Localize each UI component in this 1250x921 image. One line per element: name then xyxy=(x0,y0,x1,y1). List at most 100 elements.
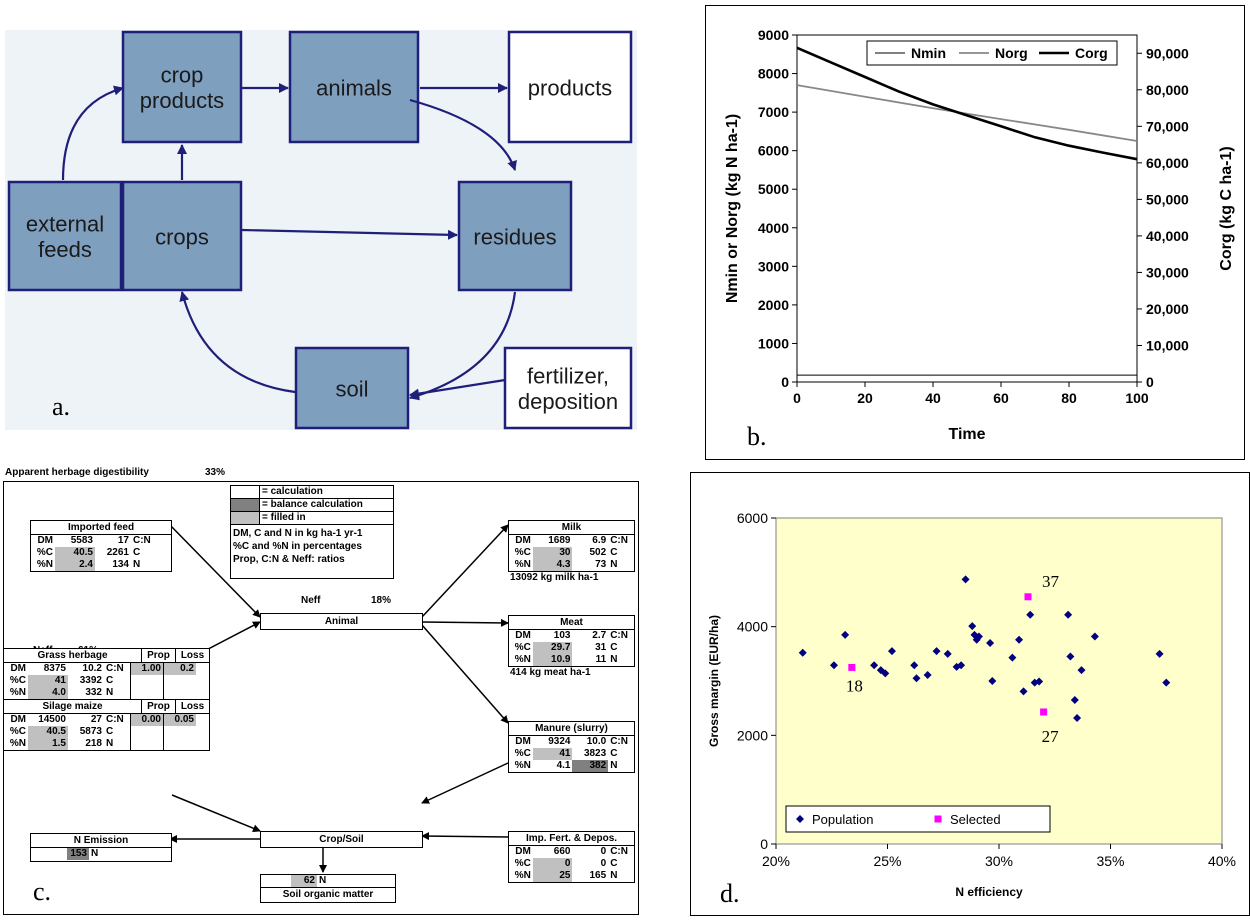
x-tick-label: 100 xyxy=(1125,390,1149,406)
arrow-fertilizer-to-crop-soil xyxy=(421,832,509,841)
row-value: 3823 xyxy=(583,748,607,759)
node-animals: animals xyxy=(288,30,420,144)
row-label: DM xyxy=(515,535,531,546)
selected-point xyxy=(1024,593,1032,601)
legend-label-population: Population xyxy=(812,812,873,827)
row-label: DM xyxy=(37,535,53,546)
row-unit: C xyxy=(106,726,114,737)
node-products: products xyxy=(507,30,633,144)
node-label: animals xyxy=(316,75,392,100)
row-unit: N xyxy=(133,559,141,570)
population-point xyxy=(798,648,807,657)
row-unit: C xyxy=(610,748,618,759)
prop-value: 1.00 xyxy=(130,663,163,675)
right-tick-label: 0 xyxy=(1146,374,1154,390)
row-value: 25 xyxy=(532,870,573,882)
arrow-animals-to-residues xyxy=(409,98,517,171)
row-value: 1689 xyxy=(548,535,571,546)
right-y-axis-label: Corg (kg C ha-1) xyxy=(1218,146,1235,270)
population-point xyxy=(1019,687,1028,696)
left-tick-label: 0 xyxy=(781,374,789,390)
panel-a-flow-diagram: crop products animals products external feeds… xyxy=(5,30,637,430)
legend-swatch-balance xyxy=(231,499,260,511)
milk-box: Milk DM 1689 6.9 C:N %C 30 502 C %N 4.3 73 N xyxy=(508,520,635,572)
row-value: 165 xyxy=(589,870,607,881)
arrow-maize-to-crop-soil xyxy=(171,794,261,833)
legend-swatch-filled xyxy=(231,512,260,524)
row-label: %C xyxy=(9,675,26,686)
population-point xyxy=(870,661,879,670)
n-emission-value: 153 xyxy=(67,848,89,860)
left-tick-label: 3000 xyxy=(758,258,789,274)
population-point xyxy=(887,647,896,656)
x-tick-label: 20% xyxy=(762,853,790,869)
legend-note-percentages: %C and %N in percentages xyxy=(233,541,362,552)
loss-value: 0.2 xyxy=(163,663,196,675)
arrow-soil-to-crops xyxy=(179,291,296,394)
right-tick-label: 90,000 xyxy=(1146,45,1189,61)
selected-point-label: 37 xyxy=(1042,572,1060,591)
population-point xyxy=(988,677,997,685)
row-label: %N xyxy=(36,559,53,570)
right-tick-label: 60,000 xyxy=(1146,155,1189,171)
y-tick-label: 2000 xyxy=(737,727,768,743)
left-tick-label: 4000 xyxy=(758,220,789,236)
row-value: 9324 xyxy=(548,736,571,747)
row-value: 134 xyxy=(112,559,129,570)
row-value: 218 xyxy=(85,738,102,749)
legend-label-corg: Corg xyxy=(1075,45,1108,61)
x-tick-label: 80 xyxy=(1061,390,1077,406)
left-tick-label: 9000 xyxy=(758,27,789,43)
arrow-crops-to-residues xyxy=(241,228,458,240)
row-unit: C:N xyxy=(610,535,628,546)
row-value: 29.7 xyxy=(532,642,573,654)
prop-label: Prop xyxy=(141,700,175,713)
y-tick-label: 4000 xyxy=(737,619,768,635)
right-tick-label: 80,000 xyxy=(1146,82,1189,98)
population-point xyxy=(1035,677,1044,686)
node-label: products xyxy=(528,75,612,100)
row-value: 2261 xyxy=(106,547,129,558)
row-value: 6.9 xyxy=(592,535,607,546)
row-value: 103 xyxy=(553,630,571,641)
row-value: 2.7 xyxy=(592,630,607,641)
population-point xyxy=(1090,632,1099,641)
node-label: products xyxy=(140,88,224,113)
node-label: crops xyxy=(155,224,209,249)
row-label: %N xyxy=(514,760,531,771)
row-unit: C xyxy=(610,642,618,653)
row-value: 27 xyxy=(90,714,102,725)
row-unit: C:N xyxy=(106,714,124,725)
left-tick-label: 1000 xyxy=(758,335,789,351)
legend-box xyxy=(785,805,1051,833)
grass-box: Grass herbage Prop Loss DM 8375 10.2 C:N 1.00 0.… xyxy=(3,648,210,700)
population-point xyxy=(1070,696,1079,705)
panel-d-label: d. xyxy=(720,879,740,908)
row-value: 4.0 xyxy=(28,687,68,699)
flow-arrows xyxy=(61,83,517,401)
scatter-chart-svg: 0 2000 4000 6000 20% 25% 30% 35% 40% N efficiency… xyxy=(690,472,1250,916)
row-unit: N xyxy=(610,870,618,881)
row-value: 660 xyxy=(553,846,571,857)
panel-b-line-chart: 0 1000 2000 3000 4000 5000 6000 7000 8000 9000 0 10… xyxy=(705,5,1245,460)
milk-note: 13092 kg milk ha-1 xyxy=(510,572,599,583)
population-point xyxy=(1064,610,1073,619)
panel-c-nutrient-model: Apparent herbage digestibility 33% = cal… xyxy=(0,465,640,918)
soil-organic-matter-box: 62 N Soil organic matter xyxy=(260,874,396,903)
right-tick-label: 70,000 xyxy=(1146,118,1189,134)
row-label: DM xyxy=(10,663,26,674)
model-legend: = calculation = balance calculation = fi… xyxy=(230,485,394,579)
row-value: 10.2 xyxy=(82,663,102,674)
n-emission-title: N Emission xyxy=(31,834,171,848)
som-value: 62 xyxy=(291,875,317,887)
panel-d-scatter-chart: 0 2000 4000 6000 20% 25% 30% 35% 40% N efficiency… xyxy=(690,472,1250,918)
row-label: %N xyxy=(9,738,26,749)
model-arrows xyxy=(167,522,509,873)
row-label: %C xyxy=(514,748,531,759)
population-point xyxy=(1066,652,1075,661)
row-unit: N xyxy=(610,559,618,570)
x-tick-label: 40% xyxy=(1208,853,1236,869)
node-label: external xyxy=(26,212,104,237)
chart-frame xyxy=(705,5,1245,460)
node-residues: residues xyxy=(457,180,573,292)
